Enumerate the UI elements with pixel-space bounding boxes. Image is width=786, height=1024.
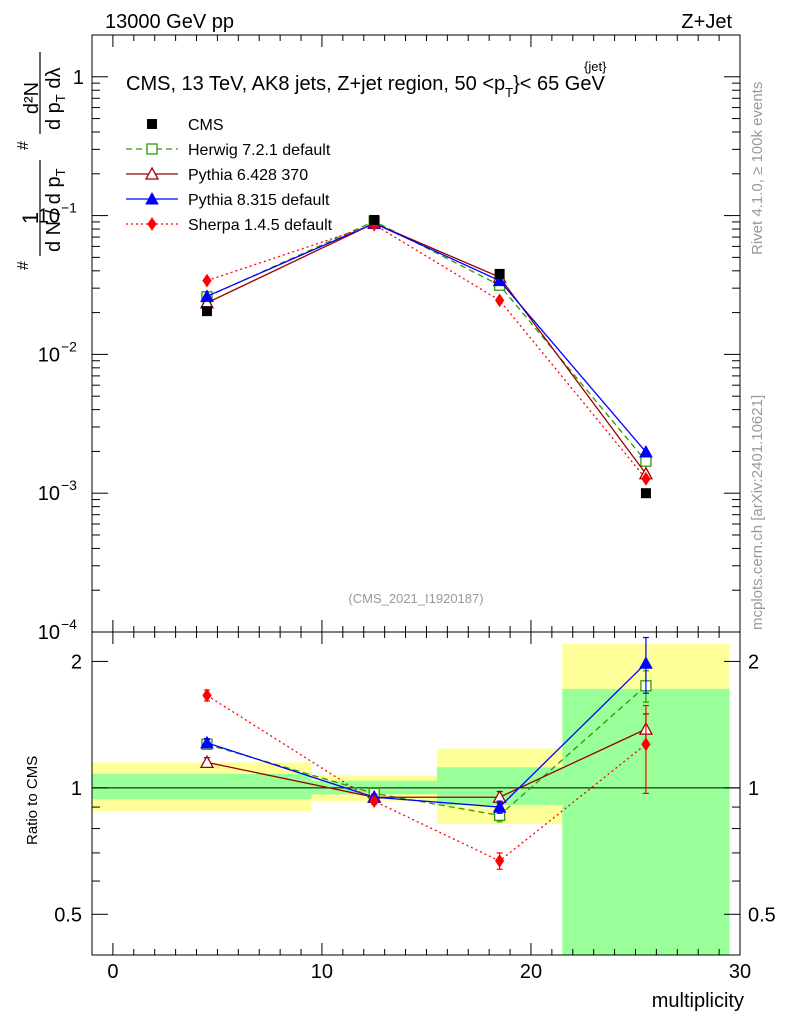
ratio-line-sherpa [206, 694, 647, 862]
ratio-tick-label-right: 0.5 [748, 904, 776, 926]
ratio-plot-frame [91, 631, 741, 956]
series-line-py6 [206, 222, 647, 475]
ylabel-frac2-den-sub: T [53, 94, 68, 102]
point-herwig-3 [640, 455, 652, 467]
legend-marker-py8 [145, 191, 159, 205]
watermark: (CMS_2021_I1920187) [348, 591, 483, 606]
side-label-top: Rivet 4.1.0, ≥ 100k events [749, 82, 766, 255]
ratio-line-py6 [206, 728, 647, 798]
y-tick-exp: −3 [61, 477, 77, 493]
series-line-herwig [206, 220, 647, 462]
ratio-point-sherpa-3 [641, 737, 651, 752]
title-sub: T [505, 85, 513, 100]
side-label-bottom: mcplots.cern.ch [arXiv:2401.10621] [749, 395, 766, 630]
series-line-py8 [206, 222, 647, 453]
main-ylabel: # 1 d N / d pT # d²N d pT dλ [15, 52, 68, 270]
title-sup: {jet} [584, 59, 607, 74]
ratio-tick-label-right: 1 [748, 778, 759, 800]
header-left: 13000 GeV pp [105, 11, 234, 33]
point-sherpa-0 [202, 273, 212, 288]
data-point-1 [369, 214, 380, 225]
series-sherpa [202, 217, 651, 486]
ylabel-frac1-den-sub: T [53, 168, 68, 176]
title-end: }< 65 GeV [513, 73, 605, 95]
ratio-point-sherpa-2 [495, 854, 505, 868]
ratio-tick-label: 2 [71, 651, 82, 673]
legend-label-py6: Pythia 6.428 370 [188, 167, 308, 184]
ylabel-frac2-den: d p [43, 102, 65, 130]
legend: CMS Herwig 7.2.1 default Pythia 6.428 370 P… [126, 117, 333, 234]
x-tick-label: 0 [107, 961, 118, 983]
point-py8-0 [200, 289, 214, 302]
series-cms [201, 214, 651, 499]
ylabel-hash-1: # [15, 261, 32, 270]
series-layer [199, 214, 654, 870]
ylabel-frac1-num: 1 [18, 212, 43, 224]
legend-label-py8: Pythia 8.315 default [188, 192, 330, 209]
y-tick-exp: −1 [61, 200, 77, 216]
legend-item-py6: Pythia 6.428 370 [126, 166, 308, 184]
data-point-0 [201, 306, 212, 317]
ratio-line-py8 [206, 662, 647, 808]
x-axis-label: multiplicity [652, 990, 744, 1012]
legend-item-py8: Pythia 8.315 default [126, 191, 330, 209]
series-line-sherpa [206, 223, 647, 480]
series-herwig [201, 215, 652, 467]
svg-text:CMS, 13 TeV, AK8 jets, Z+jet r: CMS, 13 TeV, AK8 jets, Z+jet region, 50 … [126, 73, 605, 100]
y-tick-label: 10 [38, 206, 60, 228]
y-tick-label: 10 [38, 344, 60, 366]
ratio-point-py8-3 [639, 656, 653, 669]
series-py8 [200, 216, 653, 458]
ratio-point-py6-0 [199, 755, 215, 769]
x-tick-label: 10 [311, 961, 333, 983]
ylabel-hash-2: # [15, 141, 32, 150]
plot-title: CMS, 13 TeV, AK8 jets, Z+jet region, 50 … [126, 59, 607, 100]
green-band-0 [92, 773, 312, 800]
legend-marker-herwig [146, 143, 158, 155]
svg-text:d pT dλ: d pT dλ [43, 68, 68, 130]
ratio-tick-label: 1 [71, 778, 82, 800]
legend-marker-py6 [144, 166, 160, 180]
y-tick-label: 1 [73, 67, 84, 89]
point-py8-2 [492, 273, 507, 287]
legend-label-cms: CMS [188, 117, 224, 134]
ratio-point-py8-0 [200, 735, 214, 749]
ratio-point-sherpa-0 [202, 688, 212, 703]
header-right: Z+Jet [681, 11, 732, 33]
legend-item-herwig: Herwig 7.2.1 default [126, 142, 331, 159]
svg-text:d N / d pT: d N / d pT [43, 168, 68, 252]
ylabel-frac1-den: d N / d p [43, 176, 65, 252]
point-sherpa-2 [495, 293, 505, 308]
point-sherpa-3 [641, 471, 651, 486]
y-tick-label: 10 [38, 483, 60, 505]
x-tick-label: 20 [520, 961, 542, 983]
y-tick-exp: −4 [61, 616, 77, 632]
ratio-point-sherpa-1 [369, 794, 379, 808]
ratio-ylabel: Ratio to CMS [24, 756, 41, 845]
ratio-tick-label-right: 2 [748, 651, 759, 673]
ylabel-frac2-num: d²N [21, 82, 43, 114]
point-py8-3 [639, 444, 653, 458]
data-point-3 [640, 488, 651, 499]
legend-marker-cms [147, 119, 157, 129]
ratio-point-py8-2 [492, 800, 507, 813]
ratio-tick-label: 0.5 [54, 904, 82, 926]
legend-marker-sherpa [147, 217, 157, 231]
series-py6 [199, 215, 654, 480]
data-point-2 [494, 268, 505, 279]
title-main: CMS, 13 TeV, AK8 jets, Z+jet region, 50 … [126, 73, 505, 95]
x-tick-label: 30 [729, 961, 751, 983]
legend-label-sherpa: Sherpa 1.4.5 default [188, 217, 333, 234]
legend-label-herwig: Herwig 7.2.1 default [188, 142, 331, 159]
legend-item-sherpa: Sherpa 1.4.5 default [126, 217, 333, 234]
legend-item-cms: CMS [147, 117, 224, 134]
ylabel-frac2-den-end: dλ [43, 68, 65, 95]
y-tick-exp: −2 [61, 338, 77, 354]
y-tick-label: 10 [38, 622, 60, 644]
ratio-series-sherpa [202, 688, 651, 870]
